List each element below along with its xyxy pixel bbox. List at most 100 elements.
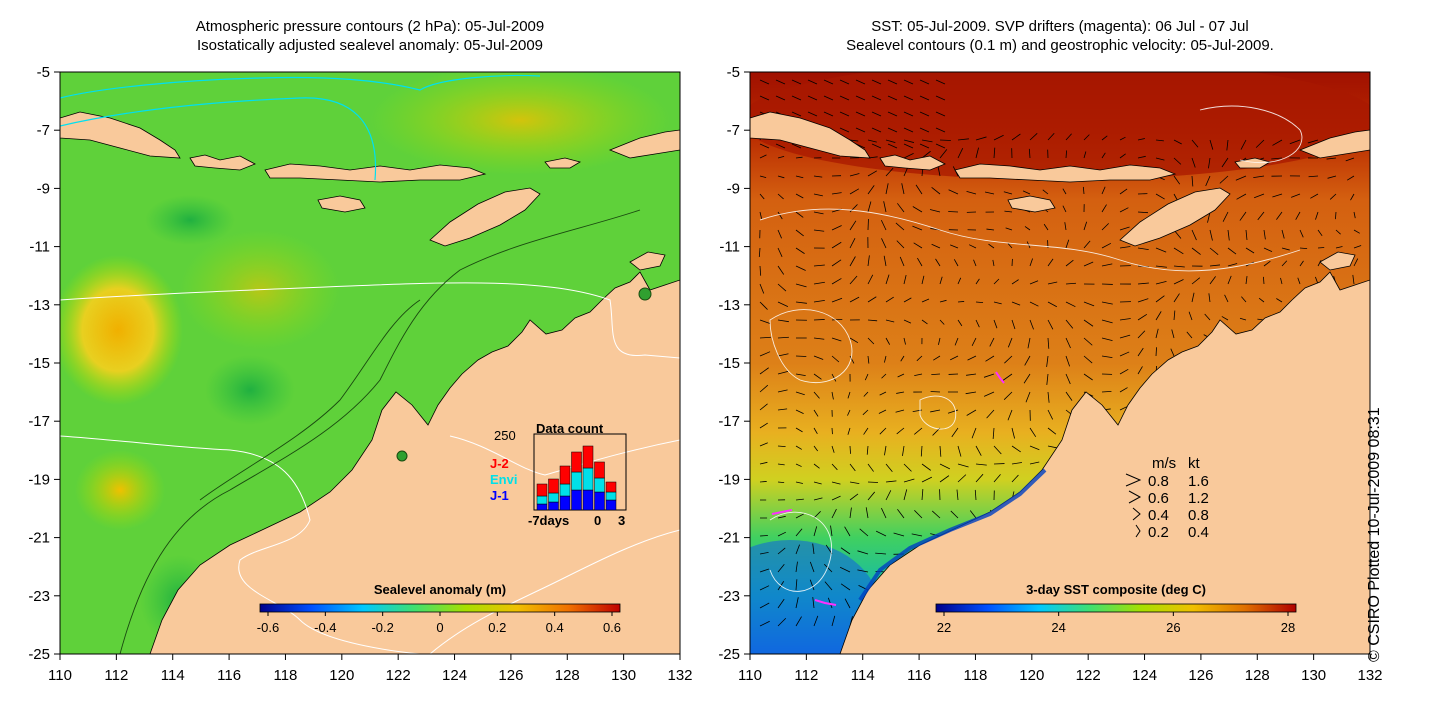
left-contour-markers [396, 287, 652, 462]
left-marker-south [396, 450, 408, 462]
velocity-arrow [1310, 193, 1319, 199]
velocity-arrow [813, 337, 825, 340]
velocity-arrow [1239, 211, 1247, 221]
velocity-arrow [1353, 211, 1356, 219]
velocity-arrow [1209, 229, 1213, 241]
velocity-arrow [947, 409, 959, 414]
velocity-arrow [993, 301, 1002, 305]
velocity-arrow [862, 409, 869, 416]
velocity-arrow [1245, 247, 1255, 254]
velocity-arrow [831, 615, 836, 627]
velocity-arrow [881, 507, 887, 519]
velocity-arrow [1137, 138, 1145, 141]
velocity-arrow [840, 583, 851, 591]
velocity-arrow [919, 79, 930, 85]
velocity-arrow [887, 79, 898, 85]
velocity-arrow [957, 474, 967, 483]
left-anomaly-high-southwest [75, 450, 165, 530]
velocity-arrow [839, 111, 850, 117]
velocity-arrow [1227, 263, 1238, 267]
left-cyan-contour-1 [60, 97, 377, 181]
right-colorbar-tick-label: 28 [1281, 620, 1295, 635]
velocity-arrow [1002, 373, 1013, 381]
velocity-arrow [885, 167, 894, 177]
velocity-arrow [921, 319, 928, 325]
velocity-arrow [903, 143, 914, 149]
right-sealevel-contour-5 [1199, 105, 1303, 164]
velocity-arrow [867, 463, 874, 472]
velocity-arrow [879, 427, 887, 435]
velocity-arrow [759, 265, 762, 276]
credit-label: © CSIRO Plotted 10-Jul-2009 08:31 [1366, 407, 1383, 662]
velocity-arrow [935, 258, 941, 267]
velocity-arrow [954, 337, 959, 346]
velocity-arrow [1258, 297, 1265, 303]
velocity-arrow [759, 193, 765, 200]
inset-bar-segment [536, 483, 548, 497]
velocity-arrow [759, 79, 770, 85]
velocity-key-arrow [1132, 507, 1141, 521]
velocity-arrow [1083, 355, 1093, 364]
velocity-arrow [921, 489, 924, 501]
inset-bar-segment [605, 499, 617, 511]
right-xtick-label: 132 [1357, 667, 1382, 684]
velocity-arrow [903, 319, 912, 324]
velocity-arrow [791, 95, 802, 101]
right-colorbar-tick-label: 26 [1166, 620, 1180, 635]
velocity-arrow [920, 445, 923, 457]
velocity-key-ms-value: 0.8 [1148, 473, 1169, 490]
velocity-arrow [1023, 373, 1031, 384]
velocity-arrow [1253, 175, 1265, 179]
velocity-arrow [1101, 242, 1112, 249]
velocity-arrow [1007, 243, 1013, 249]
velocity-arrow [939, 463, 951, 470]
velocity-arrow [935, 143, 946, 149]
velocity-arrow [1065, 355, 1071, 367]
velocity-arrow [885, 480, 897, 483]
velocity-arrow [812, 543, 815, 555]
velocity-arrow [951, 427, 959, 438]
velocity-arrow [948, 189, 959, 195]
velocity-arrow [1064, 222, 1067, 231]
velocity-arrow [1308, 175, 1319, 178]
velocity-arrow [903, 478, 915, 483]
velocity-arrow [1119, 334, 1131, 339]
velocity-arrow [871, 95, 882, 101]
velocity-key-arrow [1128, 490, 1142, 504]
velocity-arrow [993, 474, 1001, 483]
velocity-arrow [1005, 227, 1013, 231]
velocity-arrow [777, 371, 789, 375]
right-ytick-label: -7 [727, 122, 740, 139]
velocity-arrow [1207, 211, 1211, 223]
velocity-arrow [1047, 409, 1054, 420]
velocity-arrow [849, 463, 856, 472]
velocity-arrow [993, 445, 1002, 455]
velocity-arrow [1083, 151, 1087, 159]
velocity-key-ms-value: 0.4 [1148, 507, 1169, 524]
velocity-arrow [867, 296, 877, 303]
velocity-arrow [839, 95, 850, 101]
velocity-arrow [1137, 211, 1149, 214]
velocity-arrow [914, 373, 923, 377]
velocity-arrow [903, 297, 912, 303]
velocity-arrow [864, 373, 869, 381]
velocity-arrow [813, 391, 820, 399]
velocity-arrow [1047, 258, 1054, 267]
velocity-arrow [975, 278, 980, 285]
velocity-key-rows: 0.8 1.60.6 1.20.4 0.80.2 0.4 [1125, 473, 1209, 541]
velocity-arrow [1011, 427, 1016, 439]
inset-bar-segment [594, 491, 605, 511]
velocity-arrow [865, 507, 869, 519]
velocity-arrow [1119, 136, 1126, 141]
velocity-arrow [1315, 211, 1319, 220]
velocity-arrow [831, 278, 842, 285]
velocity-arrow [1209, 139, 1214, 150]
velocity-arrow [975, 445, 982, 456]
left-land-sumba [317, 195, 366, 213]
velocity-arrow [929, 209, 941, 213]
velocity-arrow [1191, 247, 1201, 255]
inset-bar-segment [559, 465, 571, 485]
velocity-arrow [849, 220, 857, 231]
velocity-arrow [795, 265, 806, 271]
velocity-arrow [1263, 247, 1273, 252]
